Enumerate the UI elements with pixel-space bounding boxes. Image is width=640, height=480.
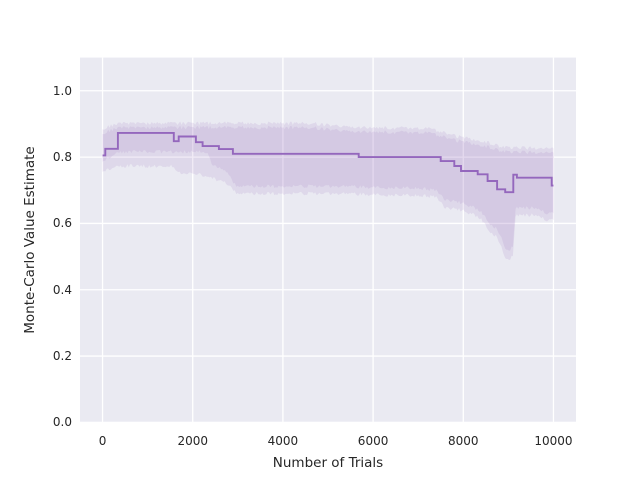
x-tick-label: 8000: [447, 434, 479, 448]
x-tick-label: 2000: [177, 434, 208, 448]
x-tick-label: 0: [98, 434, 107, 448]
x-tick-label: 6000: [357, 434, 389, 448]
y-tick-label: 0.8: [52, 150, 72, 165]
y-tick-label: 0.4: [52, 282, 72, 297]
y-tick-label: 0.6: [52, 216, 72, 231]
x-tick-label: 4000: [267, 434, 299, 448]
y-axis-label: Monte-Carlo Value Estimate: [22, 146, 38, 334]
x-tick-label: 10000: [534, 434, 573, 448]
x-axis-label: Number of Trials: [272, 455, 384, 471]
y-tick-label: 1.0: [52, 83, 72, 98]
confidence-band-outer: [102, 121, 554, 260]
y-tick-label: 0.0: [52, 415, 72, 430]
y-tick-label: 0.2: [52, 349, 72, 364]
plot-area: [80, 57, 576, 423]
mc-value-estimate-line: [102, 131, 554, 194]
